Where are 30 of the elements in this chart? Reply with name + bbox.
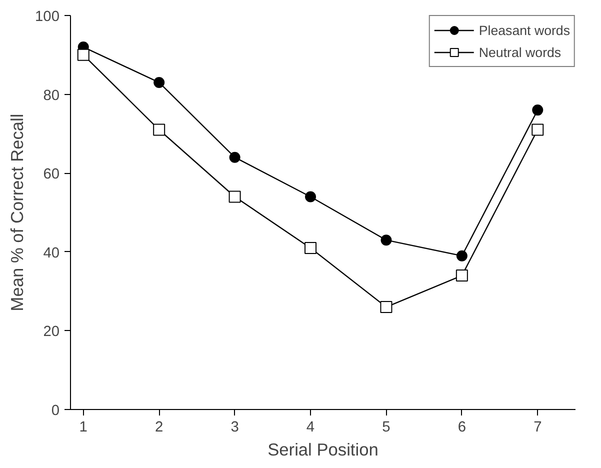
point	[229, 152, 240, 163]
x-tick-label: 3	[230, 420, 239, 436]
x-tick-label: 2	[155, 420, 164, 436]
point	[304, 242, 317, 254]
y-axis-title: Mean % of Correct Recall	[7, 114, 28, 312]
y-tick-label: 80	[43, 88, 60, 104]
y-tick-label: 20	[43, 324, 60, 340]
x-tick-label: 6	[458, 420, 466, 436]
y-tick-label: 0	[51, 403, 60, 419]
point	[456, 270, 468, 282]
y-tick-label: 40	[43, 245, 60, 262]
point	[532, 124, 544, 136]
legend-label: Pleasant words	[478, 22, 570, 38]
x-axis-title: Serial Position	[268, 440, 378, 460]
point	[305, 191, 316, 202]
y-tick-label: 60	[43, 166, 60, 183]
legend-label: Neutral words	[478, 44, 562, 60]
x-tick-label: 1	[79, 420, 88, 436]
x-tick-label: 7	[534, 420, 542, 436]
point	[380, 301, 392, 314]
y-tick-label: 100	[35, 9, 60, 25]
point	[77, 48, 90, 61]
x-tick-label: 5	[382, 420, 390, 436]
point	[154, 76, 165, 88]
point	[532, 104, 544, 116]
point	[153, 124, 166, 136]
point	[228, 190, 241, 203]
point	[380, 234, 392, 246]
x-tick-label: 4	[306, 420, 315, 436]
point	[456, 250, 468, 262]
